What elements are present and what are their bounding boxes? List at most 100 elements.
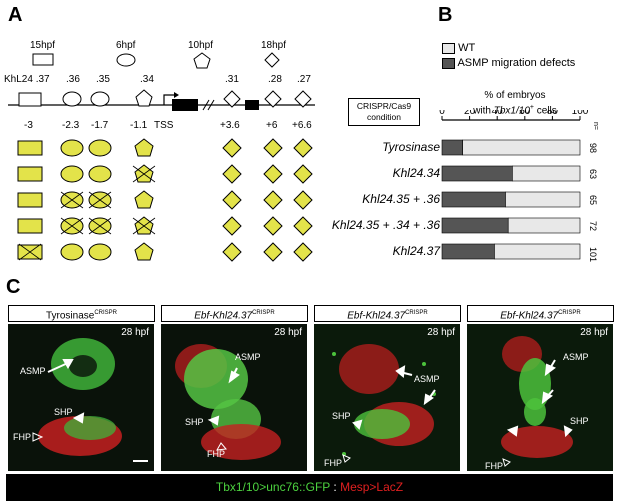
position-label: +3.6 (220, 120, 240, 131)
position-label: -1.1 (130, 120, 148, 131)
fhp-label: FHP (13, 432, 31, 442)
enhancer-shape (134, 138, 154, 157)
enhancer-label: KhL24 .37 (4, 74, 50, 85)
enhancer-shape (222, 138, 242, 158)
enhancer-shape (134, 164, 154, 183)
position-label: +6 (266, 120, 278, 131)
enhancer-shape (293, 216, 313, 236)
legend-swatch-wt (442, 42, 455, 54)
enhancer-shape (17, 192, 43, 208)
enhancer-shape (88, 243, 112, 261)
bar-defect (441, 165, 513, 182)
pentagon-shape-icon (193, 52, 211, 69)
enhancer-label: .34 (140, 74, 154, 85)
panel-b-letter: B (438, 4, 453, 26)
n-value: 63 (588, 169, 598, 179)
image-title: TyrosinaseCRISPR (8, 305, 155, 322)
enhancer-shape (88, 165, 112, 183)
enhancer-shape (134, 190, 154, 209)
bar-wt (462, 139, 581, 156)
fhp-label: FHP (324, 458, 342, 468)
enhancer-label: .36 (66, 74, 80, 85)
panel-a-letter: A (8, 4, 23, 26)
condition-header: CRISPR/Cas9 condition (348, 98, 420, 126)
enhancer-shape (263, 190, 283, 210)
panel-a-diagram: 15hpf 6hpf 10hpf 18hpf KhL24 .37 .36 .35… (4, 40, 315, 262)
bar-wt (507, 217, 581, 234)
bar-defect (441, 243, 495, 260)
deletion-cross (60, 191, 84, 209)
axis-title: % of embryos with Tbx1/10+ cells (473, 90, 557, 117)
position-label: -3 (24, 120, 33, 131)
condition-shape-rows (17, 138, 313, 262)
enhancer-shape (134, 242, 154, 261)
enhancer-shape (263, 138, 283, 158)
n-value: 65 (588, 195, 598, 205)
image-title: Ebf-Khl24.37CRISPR (467, 305, 614, 322)
condition-label: Khl24.34 (392, 166, 440, 180)
enhancer-shape (293, 164, 313, 184)
deletion-cross (18, 243, 42, 261)
n-value: 98 (588, 143, 598, 153)
stage-label: 15hpf (30, 40, 55, 51)
deletion-cross (88, 217, 112, 235)
enhancer-shape (134, 216, 154, 235)
position-label: -1.7 (91, 120, 109, 131)
rectangle-shape-icon (32, 53, 54, 66)
position-label: +6.6 (292, 120, 312, 131)
asmp-label: ASMP (20, 366, 46, 376)
enhancer-shape (88, 139, 112, 157)
condition-label: Khl24.35 + .36 (362, 192, 440, 206)
enhancer-shape (263, 242, 283, 262)
enhancer-shape (17, 140, 43, 156)
deletion-cross (88, 191, 112, 209)
condition-label: Khl24.35 + .34 + .36 (331, 218, 440, 232)
enhancer-shape (17, 166, 43, 182)
n-label: n= (592, 122, 599, 130)
bar-wt (505, 191, 581, 208)
legend-defect-label: ASMP migration defects (457, 57, 576, 69)
bar-wt (512, 165, 581, 182)
asmp-label: ASMP (563, 352, 589, 362)
enhancer-shape (293, 242, 313, 262)
micrograph: 28 hpf ASMP SHP FHP (161, 324, 307, 471)
enhancer-shape (222, 242, 242, 262)
micrograph: 28 hpf ASMP SHP FHP (314, 324, 460, 471)
bar-defect (441, 139, 464, 156)
micrograph: 28 hpf ASMP SHP FHP (467, 324, 613, 471)
n-value: 101 (588, 247, 598, 262)
condition-label: Khl24.37 (392, 244, 440, 258)
fhp-label: FHP (485, 461, 503, 471)
shp-label: SHP (332, 411, 351, 421)
enhancer-shape (60, 139, 84, 157)
enhancer-shape (222, 164, 242, 184)
x-tick-label: 0 (439, 110, 445, 117)
enhancer-shape (222, 216, 242, 236)
enhancer-label: .35 (96, 74, 110, 85)
enhancer-shape (17, 218, 43, 234)
fhp-label: FHP (207, 449, 225, 459)
micrograph-legend: Tbx1/10>unc76::GFP : Mesp>LacZ (6, 474, 613, 501)
condition-label: Tyrosinase (382, 140, 440, 154)
enhancer-shape (263, 216, 283, 236)
x-tick-label: 80 (547, 110, 559, 117)
position-label: TSS (154, 120, 174, 131)
asmp-label: ASMP (235, 352, 261, 362)
asmp-label: ASMP (414, 374, 440, 384)
enhancer-label: .31 (225, 74, 239, 85)
x-tick-label: 100 (572, 110, 589, 117)
deletion-cross (132, 165, 156, 183)
micrograph: 28 hpf ASMP SHP FHP (8, 324, 154, 471)
panel-c-letter: C (6, 276, 21, 298)
n-value: 72 (588, 221, 598, 231)
enhancer-shape (222, 190, 242, 210)
x-tick-label: 40 (492, 110, 504, 117)
image-title: Ebf-Khl24.37CRISPR (314, 305, 461, 322)
position-label: -2.3 (62, 120, 80, 131)
panel-b-legend: WT ASMP migration defects (442, 42, 575, 72)
bar-defect (441, 191, 506, 208)
bar-defect (441, 217, 509, 234)
bar-wt (494, 243, 581, 260)
enhancer-shape (263, 164, 283, 184)
